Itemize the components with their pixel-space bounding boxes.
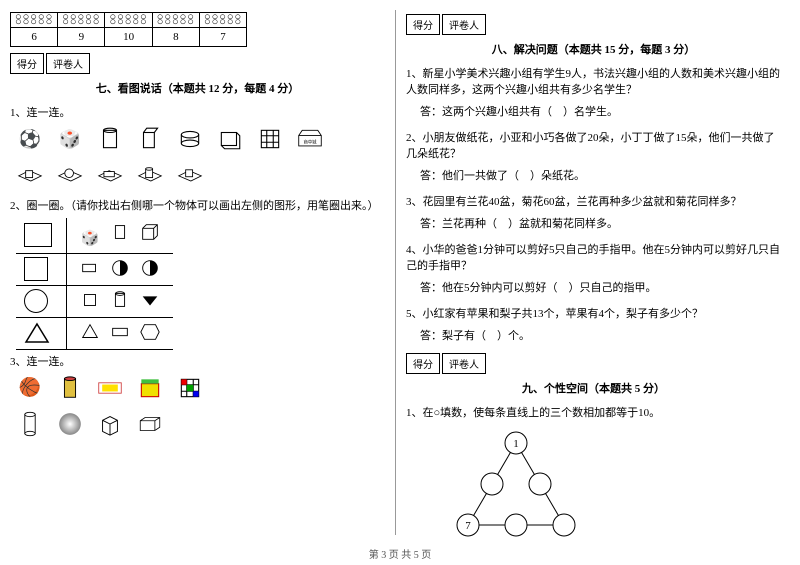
rect-outline-icon [24, 223, 52, 247]
a8-1: 答：这两个兴趣小组共有（ ）名学生。 [420, 103, 781, 119]
dice-icon: 🎲 [56, 125, 84, 153]
tile-cylinder-icon [136, 161, 164, 189]
score-row: 得分评卷人 [10, 53, 385, 74]
square-outline-icon [24, 257, 48, 281]
match-top-row: ⚽ 🎲 商中城 [16, 125, 385, 153]
diagram-bl-value: 7 [465, 520, 471, 532]
milk-box-icon [136, 125, 164, 153]
cylinder-shape-icon [16, 410, 44, 438]
half-circle-icon [109, 257, 131, 279]
a8-4: 答：他在5分钟内可以剪好（ ）只自己的指甲。 [420, 279, 781, 295]
num-cell: 7 [199, 28, 246, 47]
match3-top: 🏀 [16, 374, 385, 402]
score-row: 得分评卷人 [406, 14, 781, 35]
a8-2: 答：他们一共做了（ ）朵纸花。 [420, 167, 781, 183]
section9-title: 九、个性空间（本题共 5 分） [406, 380, 781, 396]
q7-1: 1、连一连。 [10, 104, 385, 120]
q9-1: 1、在○填数，使每条直线上的三个数相加都等于10。 [406, 404, 781, 420]
section7-title: 七、看图说话（本题共 12 分，每题 4 分） [10, 80, 385, 96]
gift-box-icon [136, 374, 164, 402]
left-column: ○○○○○○○○○○ ○○○○○○○○○○ ○○○○○○○○○○ ○○○○○○○… [0, 0, 395, 565]
right-column: 得分评卷人 八、解决问题（本题共 15 分，每题 3 分） 1、新星小学美术兴趣… [396, 0, 791, 565]
box2-icon [109, 321, 131, 343]
dots-cell: ○○○○○○○○○○ [199, 13, 246, 28]
dots-cell: ○○○○○○○○○○ [58, 13, 105, 28]
q8-5: 5、小红家有苹果和梨子共13个，苹果有4个，梨子有多少个？ [406, 305, 781, 321]
q8-3: 3、花园里有兰花40盆，菊花60盆，兰花再种多少盆就和菊花同样多？ [406, 193, 781, 209]
triangle-outline-icon [24, 322, 50, 344]
num-cell: 6 [11, 28, 58, 47]
num-cell: 8 [152, 28, 199, 47]
grader-label: 评卷人 [442, 353, 486, 374]
dots-cell: ○○○○○○○○○○ [105, 13, 152, 28]
cone-icon [139, 289, 161, 311]
drum-icon [176, 125, 204, 153]
score-label: 得分 [406, 353, 440, 374]
cuboid-shape-icon [136, 410, 164, 438]
svg-text:商中城: 商中城 [304, 138, 318, 145]
score-row: 得分评卷人 [406, 353, 781, 374]
can2-icon [56, 374, 84, 402]
dot-number-table: ○○○○○○○○○○ ○○○○○○○○○○ ○○○○○○○○○○ ○○○○○○○… [10, 12, 247, 47]
match-bottom-row [16, 161, 385, 189]
score-label: 得分 [10, 53, 44, 74]
tile-sphere-icon [56, 161, 84, 189]
page-footer: 第 3 页 共 5 页 [0, 546, 800, 561]
basketball-icon: 🏀 [16, 374, 44, 402]
num-cell: 9 [58, 28, 105, 47]
box-icon [139, 221, 161, 243]
a8-5: 答：梨子有（ ）个。 [420, 327, 781, 343]
rubik-icon [256, 125, 284, 153]
grader-label: 评卷人 [46, 53, 90, 74]
rubik2-icon [176, 374, 204, 402]
can-icon [109, 221, 131, 243]
book-icon [216, 125, 244, 153]
shape-match-table: 🎲 [16, 218, 173, 350]
section8-title: 八、解决问题（本题共 15 分，每题 3 分） [406, 41, 781, 57]
cube-icon [79, 289, 101, 311]
candy-box-icon [96, 374, 124, 402]
shop-icon: 商中城 [296, 125, 324, 153]
q8-1: 1、新星小学美术兴趣小组有学生9人，书法兴趣小组的人数和美术兴趣小组的人数同样多… [406, 65, 781, 97]
tile-cube2-icon [176, 161, 204, 189]
grader-label: 评卷人 [442, 14, 486, 35]
cylinder-icon [109, 289, 131, 311]
tile-cuboid-icon [96, 161, 124, 189]
can-icon [96, 125, 124, 153]
q7-3: 3、连一连。 [10, 353, 385, 369]
dice-icon: 🎲 [79, 228, 101, 250]
dots-cell: ○○○○○○○○○○ [11, 13, 58, 28]
q8-2: 2、小朋友做纸花，小亚和小巧各做了20朵，小丁丁做了15朵，他们一共做了几朵纸花… [406, 129, 781, 161]
circle-outline-icon [24, 289, 48, 313]
triangle-diagram: 1 7 [446, 425, 586, 545]
cuboid-icon [79, 257, 101, 279]
dots-cell: ○○○○○○○○○○ [152, 13, 199, 28]
half-circle2-icon [139, 257, 161, 279]
a8-3: 答：兰花再种（ ）盆就和菊花同样多。 [420, 215, 781, 231]
pyramid-icon [79, 321, 101, 343]
match3-bottom [16, 410, 385, 438]
sphere-shape-icon [56, 410, 84, 438]
prism-icon [139, 321, 161, 343]
cube-shape-icon [96, 410, 124, 438]
q7-2: 2、圈一圈。（请你找出右侧哪一个物体可以画出左侧的图形，用笔圈出来。） [10, 197, 385, 213]
num-cell: 10 [105, 28, 152, 47]
soccer-ball-icon: ⚽ [16, 125, 44, 153]
score-label: 得分 [406, 14, 440, 35]
q8-4: 4、小华的爸爸1分钟可以剪好5只自己的手指甲。他在5分钟内可以剪好几只自己的手指… [406, 241, 781, 273]
tile-cube-icon [16, 161, 44, 189]
diagram-top-value: 1 [513, 438, 519, 450]
